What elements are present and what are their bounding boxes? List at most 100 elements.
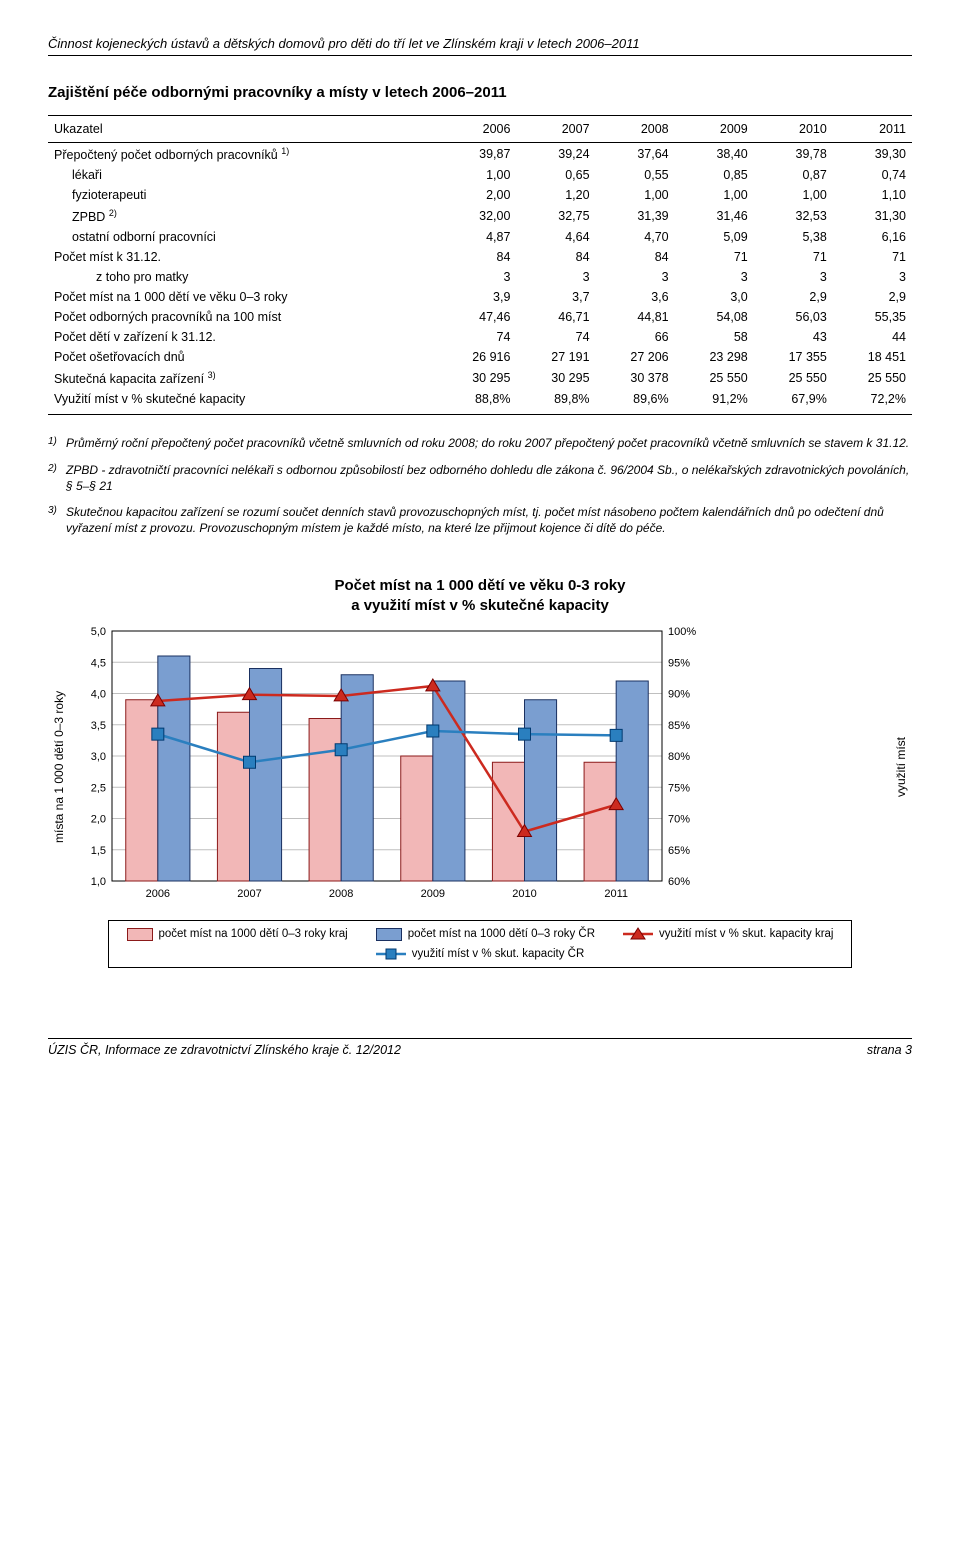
svg-text:2009: 2009 [421, 888, 445, 900]
table-row: ZPBD 2)32,0032,7531,3931,4632,5331,30 [48, 205, 912, 227]
footer-left: ÚZIS ČR, Informace ze zdravotnictví Zlín… [48, 1043, 401, 1057]
cell: 39,78 [754, 143, 833, 166]
cell: 30 378 [596, 367, 675, 389]
table-row: z toho pro matky333333 [48, 267, 912, 287]
section-title: Zajištění péče odbornými pracovníky a mí… [48, 84, 912, 101]
cell: 3 [754, 267, 833, 287]
row-label: Využití míst v % skutečné kapacity [48, 389, 437, 415]
cell: 17 355 [754, 347, 833, 367]
table-row: Počet odborných pracovníků na 100 míst47… [48, 307, 912, 327]
bar-kraj [126, 700, 158, 881]
table-row: fyzioterapeuti2,001,201,001,001,001,10 [48, 185, 912, 205]
cell: 26 916 [437, 347, 516, 367]
footnote: 3)Skutečnou kapacitou zařízení se rozumí… [48, 504, 912, 536]
cell: 5,09 [675, 227, 754, 247]
page-running-header: Činnost kojeneckých ústavů a dětských do… [48, 36, 912, 56]
cell: 66 [596, 327, 675, 347]
cell: 2,9 [754, 287, 833, 307]
cell: 58 [675, 327, 754, 347]
cell: 30 295 [437, 367, 516, 389]
svg-text:2010: 2010 [512, 888, 536, 900]
svg-text:75%: 75% [668, 783, 690, 795]
svg-text:100%: 100% [668, 626, 696, 638]
bar-kraj [492, 763, 524, 882]
svg-text:2007: 2007 [237, 888, 261, 900]
cell: 74 [437, 327, 516, 347]
cell: 43 [754, 327, 833, 347]
row-label: ostatní odborní pracovníci [48, 227, 437, 247]
y-axis-label-right: využití míst [890, 625, 912, 908]
svg-text:1,0: 1,0 [91, 876, 106, 888]
cell: 3,6 [596, 287, 675, 307]
footer-right: strana 3 [867, 1043, 912, 1057]
svg-text:70%: 70% [668, 814, 690, 826]
cell: 72,2% [833, 389, 912, 415]
col-header-year: 2009 [675, 116, 754, 143]
cell: 27 191 [516, 347, 595, 367]
bar-kraj [584, 763, 616, 882]
cell: 31,46 [675, 205, 754, 227]
col-header-year: 2007 [516, 116, 595, 143]
svg-text:2011: 2011 [604, 888, 628, 900]
footnote: 2)ZPBD - zdravotničtí pracovníci nelékař… [48, 462, 912, 494]
cell: 3 [596, 267, 675, 287]
chart-title: Počet míst na 1 000 dětí ve věku 0-3 rok… [48, 576, 912, 615]
table-row: Počet míst k 31.12.848484717171 [48, 247, 912, 267]
cell: 0,85 [675, 165, 754, 185]
svg-text:65%: 65% [668, 845, 690, 857]
chart-legend: počet míst na 1000 dětí 0–3 roky krajpoč… [108, 920, 852, 968]
cell: 27 206 [596, 347, 675, 367]
cell: 3,0 [675, 287, 754, 307]
row-label: Skutečná kapacita zařízení 3) [48, 367, 437, 389]
cell: 31,30 [833, 205, 912, 227]
cell: 25 550 [675, 367, 754, 389]
page-footer: ÚZIS ČR, Informace ze zdravotnictví Zlín… [48, 1038, 912, 1057]
table-row: Počet dětí v zařízení k 31.12.7474665843… [48, 327, 912, 347]
col-header-label: Ukazatel [48, 116, 437, 143]
svg-text:95%: 95% [668, 658, 690, 670]
cell: 84 [516, 247, 595, 267]
cell: 39,30 [833, 143, 912, 166]
cell: 0,87 [754, 165, 833, 185]
row-label: Počet dětí v zařízení k 31.12. [48, 327, 437, 347]
cell: 25 550 [833, 367, 912, 389]
chart-svg: 1,01,52,02,53,03,54,04,55,060%65%70%75%8… [70, 625, 710, 905]
table-row: Počet ošetřovacích dnů26 91627 19127 206… [48, 347, 912, 367]
cell: 0,55 [596, 165, 675, 185]
cell: 39,24 [516, 143, 595, 166]
cell: 1,00 [596, 185, 675, 205]
cell: 67,9% [754, 389, 833, 415]
bar-cr [158, 656, 190, 881]
table-row: lékaři1,000,650,550,850,870,74 [48, 165, 912, 185]
cell: 47,46 [437, 307, 516, 327]
legend-item: využití míst v % skut. kapacity ČR [376, 947, 585, 961]
bar-cr [341, 675, 373, 881]
cell: 0,74 [833, 165, 912, 185]
svg-text:1,5: 1,5 [91, 845, 106, 857]
row-label: Počet odborných pracovníků na 100 míst [48, 307, 437, 327]
table-row: Skutečná kapacita zařízení 3)30 29530 29… [48, 367, 912, 389]
svg-text:3,5: 3,5 [91, 720, 106, 732]
legend-item: využití míst v % skut. kapacity kraj [623, 927, 833, 941]
cell: 32,75 [516, 205, 595, 227]
svg-text:3,0: 3,0 [91, 751, 106, 763]
svg-text:85%: 85% [668, 720, 690, 732]
cell: 71 [675, 247, 754, 267]
cell: 89,6% [596, 389, 675, 415]
row-label: lékaři [48, 165, 437, 185]
cell: 74 [516, 327, 595, 347]
cell: 39,87 [437, 143, 516, 166]
svg-text:2008: 2008 [329, 888, 353, 900]
cell: 0,65 [516, 165, 595, 185]
cell: 1,00 [675, 185, 754, 205]
cell: 56,03 [754, 307, 833, 327]
cell: 55,35 [833, 307, 912, 327]
bar-cr [616, 681, 648, 881]
cell: 18 451 [833, 347, 912, 367]
cell: 25 550 [754, 367, 833, 389]
cell: 71 [833, 247, 912, 267]
cell: 3 [516, 267, 595, 287]
cell: 30 295 [516, 367, 595, 389]
row-label: ZPBD 2) [48, 205, 437, 227]
legend-item: počet míst na 1000 dětí 0–3 roky ČR [376, 927, 595, 941]
